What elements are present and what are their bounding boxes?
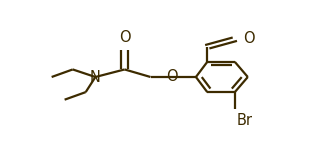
Text: N: N bbox=[90, 69, 101, 85]
Text: O: O bbox=[166, 69, 178, 84]
Text: O: O bbox=[119, 30, 130, 45]
Text: Br: Br bbox=[236, 113, 252, 128]
Text: O: O bbox=[243, 31, 254, 46]
